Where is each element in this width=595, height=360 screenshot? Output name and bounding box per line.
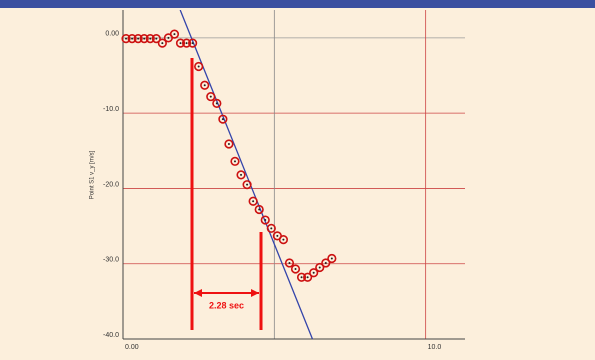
data-point xyxy=(139,34,149,44)
data-point xyxy=(175,38,186,48)
data-point-center xyxy=(167,36,170,39)
top-bar xyxy=(0,0,595,8)
data-point-center xyxy=(324,261,327,264)
data-point xyxy=(145,34,155,44)
data-point xyxy=(327,253,337,264)
data-point xyxy=(242,180,252,190)
data-point xyxy=(315,262,325,273)
data-point-center xyxy=(137,37,140,40)
data-point-center xyxy=(264,219,267,222)
y-tick-label: -20.0 xyxy=(103,181,119,188)
data-point xyxy=(151,34,161,44)
data-point-center xyxy=(221,118,224,121)
data-point xyxy=(278,235,289,245)
data-point-center xyxy=(125,37,128,40)
y-tick-label: 0.00 xyxy=(105,31,119,38)
x-tick-label: 10.0 xyxy=(428,344,442,351)
data-point xyxy=(127,34,137,44)
interval-label: 2.28 sec xyxy=(209,300,244,310)
data-point xyxy=(321,258,331,268)
data-point-center xyxy=(203,84,206,87)
data-point-center xyxy=(191,42,194,45)
data-point xyxy=(260,215,270,225)
data-point xyxy=(121,34,131,44)
data-point-center xyxy=(252,200,255,203)
data-point-center xyxy=(215,102,218,105)
data-point-center xyxy=(318,266,321,269)
x-tick-label: 0.00 xyxy=(125,344,139,351)
data-point xyxy=(206,91,216,102)
arrow-head xyxy=(194,289,260,297)
data-point-center xyxy=(258,208,261,211)
data-point-center xyxy=(161,42,164,45)
data-point xyxy=(169,29,180,39)
data-point-center xyxy=(270,227,273,230)
data-point xyxy=(181,38,192,48)
data-point xyxy=(309,268,319,278)
data-point xyxy=(236,170,246,180)
data-point-center xyxy=(294,267,297,270)
data-point xyxy=(303,272,313,282)
data-point xyxy=(212,98,222,108)
data-point-center xyxy=(282,238,285,241)
data-point-center xyxy=(233,160,236,163)
data-point xyxy=(224,139,234,149)
data-point-center xyxy=(149,37,152,40)
data-point-center xyxy=(131,37,134,40)
data-point xyxy=(194,61,204,72)
data-point xyxy=(254,204,264,215)
data-point xyxy=(290,264,301,274)
data-point-center xyxy=(288,261,291,264)
data-point-center xyxy=(155,37,158,40)
data-point xyxy=(266,223,276,233)
data-point-center xyxy=(240,173,243,176)
data-point-center xyxy=(173,33,176,36)
data-point-center xyxy=(227,143,230,146)
data-point xyxy=(296,272,307,282)
data-point xyxy=(157,38,167,48)
y-tick-label: -10.0 xyxy=(103,106,119,113)
data-point xyxy=(218,114,228,124)
data-point-center xyxy=(209,95,212,98)
data-point xyxy=(200,80,210,90)
data-point-center xyxy=(246,183,249,186)
data-point-center xyxy=(306,276,309,279)
data-point xyxy=(188,38,198,48)
data-point-center xyxy=(197,65,200,68)
data-point-center xyxy=(276,234,279,237)
data-point-center xyxy=(143,37,146,40)
data-point-center xyxy=(185,42,188,45)
y-axis-label: Point S1 v_y [m/s] xyxy=(90,150,96,199)
y-tick-label: -30.0 xyxy=(103,257,119,264)
data-point-center xyxy=(300,276,303,279)
data-point xyxy=(230,156,240,166)
data-point-center xyxy=(330,257,333,260)
data-point-center xyxy=(179,42,182,45)
data-point-center xyxy=(312,271,315,274)
y-tick-label: -40.0 xyxy=(103,332,119,339)
data-point xyxy=(248,196,258,206)
data-point xyxy=(284,258,295,268)
data-point xyxy=(133,34,143,44)
